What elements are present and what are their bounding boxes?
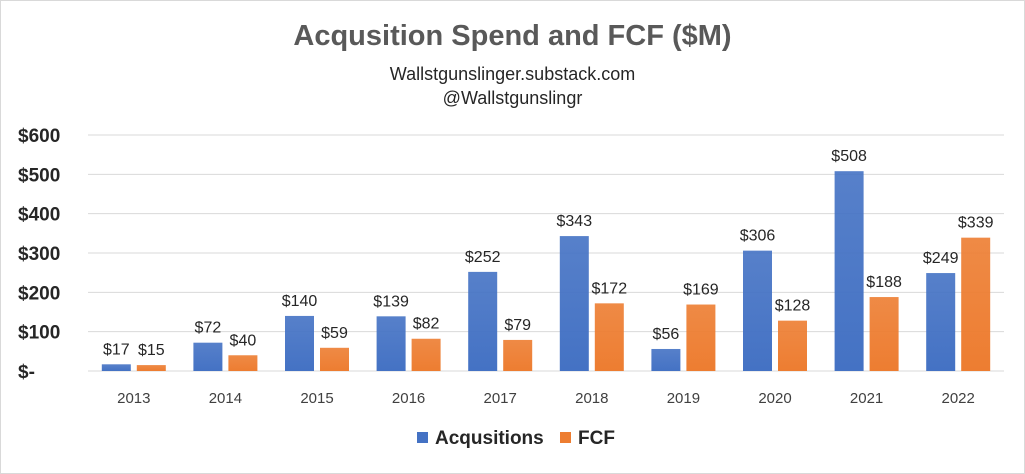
x-tick-label: 2013 bbox=[117, 390, 150, 407]
legend-label-fcf: FCF bbox=[578, 428, 615, 449]
data-label: $508 bbox=[831, 148, 867, 165]
data-label: $128 bbox=[775, 298, 811, 315]
data-label: $188 bbox=[866, 274, 902, 291]
x-tick-label: 2015 bbox=[300, 390, 333, 407]
data-label: $139 bbox=[373, 293, 409, 310]
bar-fcf bbox=[869, 297, 899, 371]
data-label: $56 bbox=[653, 326, 680, 343]
bar-acqusitions bbox=[468, 271, 498, 371]
bar-fcf bbox=[503, 339, 533, 371]
bar-fcf bbox=[228, 355, 258, 371]
bar-acqusitions bbox=[101, 364, 131, 371]
legend-swatch-fcf bbox=[560, 432, 571, 443]
data-label: $15 bbox=[138, 342, 165, 359]
y-tick-label: $200 bbox=[18, 283, 60, 304]
data-label: $40 bbox=[230, 332, 257, 349]
y-tick-label: $- bbox=[18, 362, 35, 383]
bar-fcf bbox=[411, 338, 441, 371]
chart-title: Acqusition Spend and FCF ($M) bbox=[293, 20, 732, 52]
bar-acqusitions bbox=[743, 250, 772, 371]
x-tick-label: 2017 bbox=[484, 390, 517, 407]
x-tick-label: 2016 bbox=[392, 390, 425, 407]
data-label: $343 bbox=[557, 213, 593, 230]
data-label: $172 bbox=[592, 280, 628, 297]
data-label: $140 bbox=[282, 293, 318, 310]
data-label: $249 bbox=[923, 250, 959, 267]
data-label: $169 bbox=[683, 282, 719, 299]
y-tick-label: $100 bbox=[18, 323, 60, 344]
y-tick-label: $500 bbox=[18, 165, 60, 186]
data-label: $82 bbox=[413, 316, 440, 333]
x-tick-label: 2021 bbox=[850, 390, 883, 407]
bar-acqusitions bbox=[285, 315, 314, 371]
chart-subtitle-handle: @Wallstgunslingr bbox=[442, 88, 583, 108]
bar-fcf bbox=[136, 365, 166, 371]
data-label: $72 bbox=[195, 320, 222, 337]
legend-label-acqusitions: Acqusitions bbox=[435, 428, 544, 449]
bar-fcf bbox=[961, 237, 991, 371]
x-tick-label: 2014 bbox=[209, 390, 242, 407]
data-label: $339 bbox=[958, 215, 994, 232]
legend-swatch-acqusitions bbox=[417, 432, 428, 443]
data-label: $79 bbox=[504, 317, 531, 334]
bar-fcf bbox=[778, 320, 807, 371]
bar-fcf bbox=[320, 347, 349, 371]
x-tick-label: 2020 bbox=[758, 390, 791, 407]
y-tick-label: $300 bbox=[18, 244, 60, 265]
x-tick-label: 2022 bbox=[942, 390, 975, 407]
x-tick-label: 2018 bbox=[575, 390, 608, 407]
data-label: $17 bbox=[103, 341, 130, 358]
bar-acqusitions bbox=[651, 348, 681, 371]
bar-fcf bbox=[686, 304, 716, 371]
y-tick-label: $600 bbox=[18, 126, 60, 147]
x-tick-label: 2019 bbox=[667, 390, 700, 407]
bar-acqusitions bbox=[559, 236, 589, 371]
data-label: $252 bbox=[465, 249, 501, 266]
bar-acqusitions bbox=[834, 171, 864, 371]
bar-acqusitions bbox=[193, 342, 223, 371]
data-label: $59 bbox=[321, 325, 348, 342]
chart-subtitle-url: Wallstgunslinger.substack.com bbox=[389, 64, 636, 84]
bar-fcf bbox=[594, 303, 624, 371]
bar-acqusitions bbox=[376, 316, 406, 371]
data-label: $306 bbox=[740, 228, 776, 245]
bar-acqusitions bbox=[926, 273, 956, 371]
y-tick-label: $400 bbox=[18, 205, 60, 226]
